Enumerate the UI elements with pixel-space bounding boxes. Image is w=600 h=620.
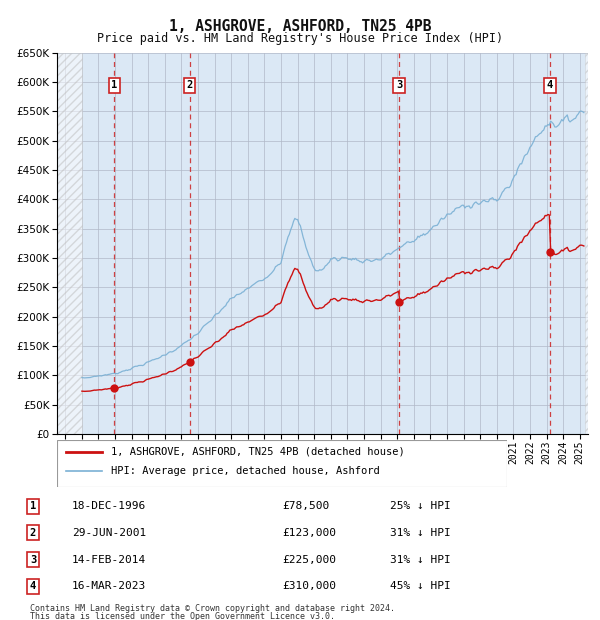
Bar bbox=[57, 53, 82, 434]
Text: HPI: Average price, detached house, Ashford: HPI: Average price, detached house, Ashf… bbox=[111, 466, 380, 476]
Text: 14-FEB-2014: 14-FEB-2014 bbox=[72, 554, 146, 565]
Text: 1: 1 bbox=[30, 501, 36, 512]
Text: 31% ↓ HPI: 31% ↓ HPI bbox=[390, 554, 451, 565]
Text: 45% ↓ HPI: 45% ↓ HPI bbox=[390, 581, 451, 591]
Text: 31% ↓ HPI: 31% ↓ HPI bbox=[390, 528, 451, 538]
Text: 1, ASHGROVE, ASHFORD, TN25 4PB: 1, ASHGROVE, ASHFORD, TN25 4PB bbox=[169, 19, 431, 33]
Text: £225,000: £225,000 bbox=[282, 554, 336, 565]
Text: 18-DEC-1996: 18-DEC-1996 bbox=[72, 501, 146, 512]
Text: 2: 2 bbox=[30, 528, 36, 538]
Text: £310,000: £310,000 bbox=[282, 581, 336, 591]
Text: £123,000: £123,000 bbox=[282, 528, 336, 538]
Text: 3: 3 bbox=[30, 554, 36, 565]
Text: 29-JUN-2001: 29-JUN-2001 bbox=[72, 528, 146, 538]
Text: 25% ↓ HPI: 25% ↓ HPI bbox=[390, 501, 451, 512]
Text: Price paid vs. HM Land Registry's House Price Index (HPI): Price paid vs. HM Land Registry's House … bbox=[97, 32, 503, 45]
Text: 1, ASHGROVE, ASHFORD, TN25 4PB (detached house): 1, ASHGROVE, ASHFORD, TN25 4PB (detached… bbox=[111, 447, 405, 457]
Bar bbox=[584, 53, 588, 434]
Text: 3: 3 bbox=[396, 80, 402, 90]
Text: Contains HM Land Registry data © Crown copyright and database right 2024.: Contains HM Land Registry data © Crown c… bbox=[30, 604, 395, 613]
Text: 16-MAR-2023: 16-MAR-2023 bbox=[72, 581, 146, 591]
Text: 4: 4 bbox=[30, 581, 36, 591]
Text: 4: 4 bbox=[547, 80, 553, 90]
Text: 2: 2 bbox=[187, 80, 193, 90]
Text: 1: 1 bbox=[111, 80, 118, 90]
Text: This data is licensed under the Open Government Licence v3.0.: This data is licensed under the Open Gov… bbox=[30, 612, 335, 620]
Text: £78,500: £78,500 bbox=[282, 501, 329, 512]
